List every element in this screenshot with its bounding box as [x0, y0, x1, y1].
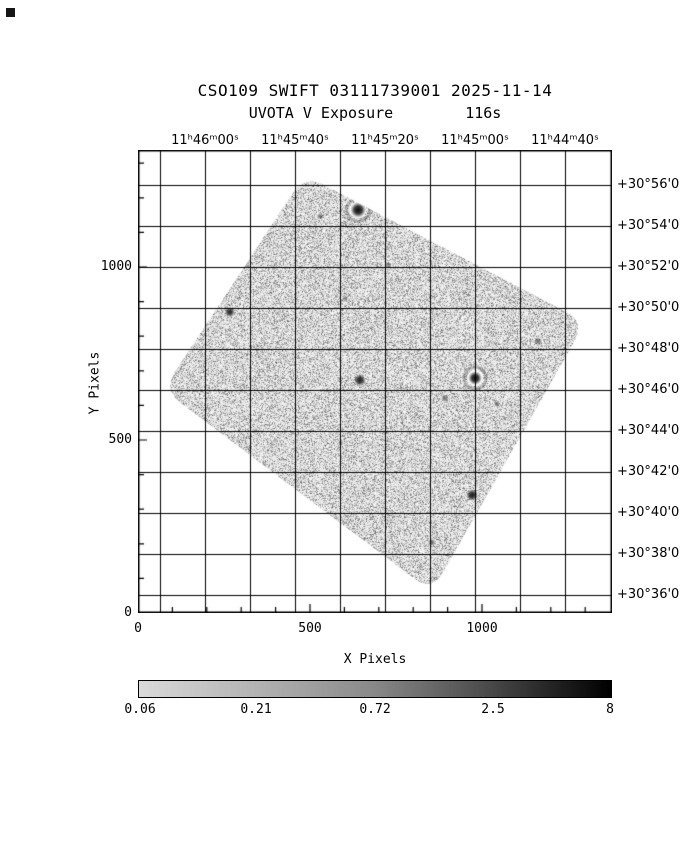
x-axis-title: X Pixels — [343, 652, 407, 667]
dec-tick-label: +30°44'0 — [617, 423, 680, 438]
dec-tick-label: +30°46'0 — [617, 382, 680, 397]
ra-tick-label: 11ʰ45ᵐ20ˢ — [351, 133, 419, 148]
dec-tick-label: +30°40'0 — [617, 505, 680, 520]
dec-tick-label: +30°52'0 — [617, 259, 680, 274]
ra-tick-label: 11ʰ45ᵐ40ˢ — [261, 133, 329, 148]
y-axis-title: Y Pixels — [87, 351, 103, 415]
colorbar — [138, 680, 612, 698]
plot-title: CSO109 SWIFT 03111739001 2025-11-14 — [197, 81, 553, 100]
instrument-label: UVOTA V Exposure — [248, 104, 394, 122]
y-tick-label: 1000 — [100, 259, 132, 274]
dec-tick-label: +30°56'0 — [617, 177, 680, 192]
x-tick-label: 500 — [298, 621, 322, 636]
colorbar-tick-label: 0.06 — [124, 702, 156, 717]
exposure-image-canvas — [138, 150, 612, 613]
ra-tick-label: 11ʰ44ᵐ40ˢ — [531, 133, 599, 148]
colorbar-tick-label: 2.5 — [481, 702, 505, 717]
dec-tick-label: +30°48'0 — [617, 341, 680, 356]
y-tick-label: 0 — [124, 605, 132, 620]
x-tick-label: 0 — [134, 621, 142, 636]
dec-tick-label: +30°42'0 — [617, 464, 680, 479]
colorbar-tick-label: 8 — [606, 702, 614, 717]
dec-tick-label: +30°54'0 — [617, 218, 680, 233]
colorbar-tick-label: 0.21 — [240, 702, 272, 717]
ra-tick-label: 11ʰ45ᵐ00ˢ — [441, 133, 509, 148]
corner-mark — [6, 8, 15, 17]
plot-subtitle: UVOTA V Exposure 116s — [249, 104, 502, 122]
dec-tick-label: +30°50'0 — [617, 300, 680, 315]
colorbar-tick-label: 0.72 — [359, 702, 391, 717]
exposure-time-label: 116s — [465, 104, 502, 122]
dec-tick-label: +30°36'0 — [617, 587, 680, 602]
dec-tick-label: +30°38'0 — [617, 546, 680, 561]
ra-tick-label: 11ʰ46ᵐ00ˢ — [171, 133, 239, 148]
y-tick-label: 500 — [108, 432, 132, 447]
x-tick-label: 1000 — [466, 621, 498, 636]
